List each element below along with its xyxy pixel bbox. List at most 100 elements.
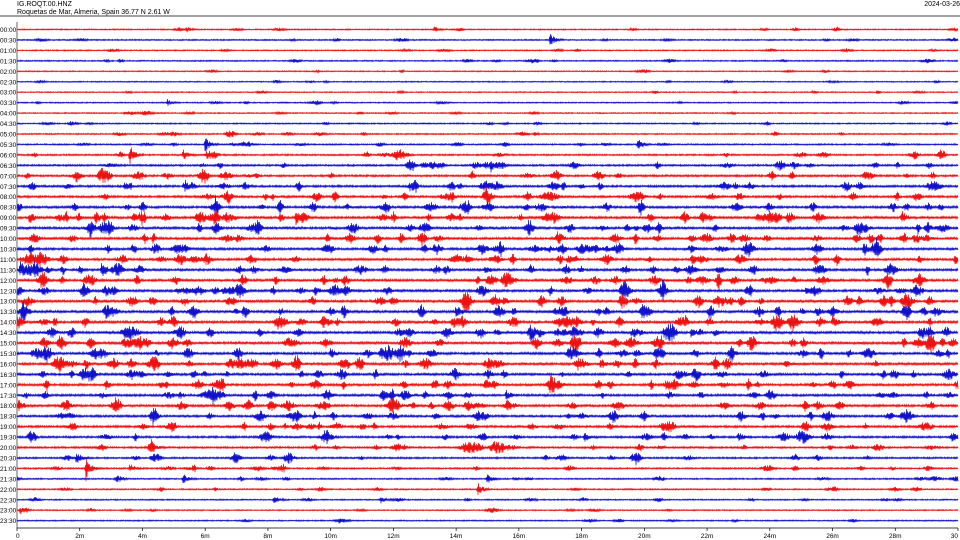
row-label: 19:30: [0, 435, 17, 442]
trace-row-2330: [16, 518, 959, 524]
row-label: 01:30: [0, 58, 17, 65]
x-tick-label: 2m: [75, 533, 84, 540]
x-tick-label: 10m: [324, 533, 337, 540]
trace-row-1500: [16, 334, 959, 354]
x-tick-label: 18m: [575, 533, 588, 540]
row-label: 22:30: [0, 497, 17, 504]
row-label: 03:00: [0, 90, 17, 97]
trace-row-0200: [16, 68, 959, 74]
trace-row-0630: [16, 159, 959, 173]
trace-row-1700: [16, 374, 959, 394]
trace-group: [16, 26, 959, 524]
trace-row-1230: [16, 279, 959, 302]
trace-row-0500: [16, 130, 959, 138]
row-label: 07:00: [0, 173, 17, 180]
row-label: 05:00: [0, 132, 17, 139]
trace-row-0600: [16, 147, 959, 165]
trace-row-2230: [16, 497, 959, 504]
x-tick-label: 20m: [638, 533, 651, 540]
row-label: 13:30: [0, 309, 17, 316]
trace-row-0300: [16, 89, 959, 95]
plot-frame: [0, 15, 960, 528]
row-label: 10:00: [0, 236, 17, 243]
station-code: IG.ROQT.00.HNZ: [17, 1, 72, 8]
row-label: 16:30: [0, 372, 17, 379]
trace-row-0430: [16, 121, 959, 127]
row-label: 21:00: [0, 466, 17, 473]
row-label: 12:30: [0, 288, 17, 295]
x-tick-label: 26m: [826, 533, 839, 540]
trace-row-0700: [16, 167, 959, 184]
row-label: 06:30: [0, 163, 17, 170]
row-label: 14:00: [0, 320, 17, 327]
trace-row-0400: [16, 110, 959, 116]
row-label: 05:30: [0, 142, 17, 149]
trace-row-2130: [16, 474, 959, 484]
record-date: 2024-03-26: [924, 1, 960, 8]
trace-row-0000: [16, 26, 959, 33]
row-label: 18:30: [0, 414, 17, 421]
x-tick-label: 0: [16, 533, 20, 540]
row-label: 23:00: [0, 508, 17, 515]
trace-row-2100: [16, 459, 959, 482]
trace-row-0830: [16, 196, 959, 216]
trace-row-0930: [16, 219, 959, 238]
row-label: 04:30: [0, 121, 17, 128]
trace-row-1930: [16, 429, 959, 445]
row-label: 16:00: [0, 361, 17, 368]
row-label: 11:30: [0, 267, 16, 274]
row-label: 13:00: [0, 299, 17, 306]
x-tick-label: 28m: [889, 533, 902, 540]
row-label: 09:00: [0, 215, 17, 222]
row-label: 04:00: [0, 111, 17, 118]
x-tick-label: 22m: [701, 533, 714, 540]
trace-row-0900: [16, 210, 959, 226]
row-label: 12:00: [0, 278, 17, 285]
trace-row-0130: [16, 58, 959, 64]
trace-row-1830: [16, 408, 959, 425]
trace-row-1130: [16, 261, 959, 277]
x-tick-label: 6m: [201, 533, 210, 540]
trace-row-1330: [16, 301, 959, 322]
row-label: 20:00: [0, 445, 17, 452]
trace-row-1530: [16, 344, 959, 363]
row-label: 08:00: [0, 194, 17, 201]
row-label: 02:30: [0, 79, 17, 86]
x-axis: 0 2m 4m 6m 8m 10m 12m 14m 16m 18m 20m 22m 24m 26m 28m 3…: [16, 527, 959, 540]
trace-row-1600: [16, 354, 959, 372]
row-label: 15:00: [0, 341, 17, 348]
trace-row-1900: [16, 421, 959, 433]
row-label: 08:30: [0, 205, 17, 212]
row-label: 00:00: [0, 27, 17, 34]
trace-row-1030: [16, 237, 959, 258]
trace-row-0800: [16, 187, 959, 205]
x-tick-label: 4m: [138, 533, 147, 540]
row-label: 00:30: [0, 37, 17, 44]
row-label: 15:30: [0, 351, 17, 358]
trace-row-0100: [16, 47, 959, 53]
trace-row-0730: [16, 179, 959, 193]
trace-row-2030: [16, 452, 959, 466]
row-label-group: 00:00 00:30 01:00 01:30 02:00 02:30 03:00 03:30…: [0, 27, 17, 525]
row-label: 18:00: [0, 403, 17, 410]
row-label: 07:30: [0, 184, 17, 191]
trace-row-1000: [16, 231, 959, 247]
row-label: 20:30: [0, 455, 17, 462]
trace-row-2000: [16, 439, 959, 454]
trace-row-2200: [16, 483, 959, 495]
trace-row-0030: [16, 34, 959, 45]
trace-row-2300: [16, 507, 959, 514]
x-tick-label: 24m: [763, 533, 776, 540]
x-tick-label: 14m: [450, 533, 463, 540]
x-tick-label: 8m: [263, 533, 272, 540]
row-label: 14:30: [0, 330, 17, 337]
row-label: 23:30: [0, 518, 17, 525]
x-tick-label: 16m: [513, 533, 526, 540]
x-tick-label: 30: [951, 533, 959, 540]
row-label: 02:00: [0, 69, 17, 76]
row-label: 09:30: [0, 226, 17, 233]
trace-row-1400: [16, 314, 959, 332]
trace-row-0230: [16, 79, 959, 85]
x-tick-label: 12m: [387, 533, 400, 540]
